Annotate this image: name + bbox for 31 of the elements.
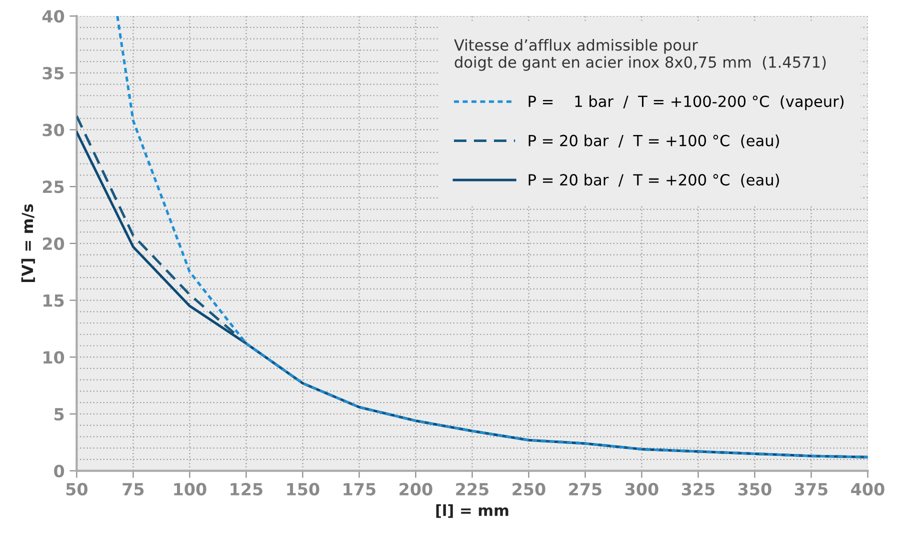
y-tick-label: 5	[54, 408, 64, 421]
x-tick-label: 50	[66, 482, 88, 496]
x-tick-label: 225	[456, 482, 488, 496]
x-tick-label: 300	[625, 482, 658, 496]
y-tick-label: 0	[54, 464, 64, 478]
legend-label: P = 1 bar / T = +100-200 °C (vapeur)	[528, 95, 844, 110]
y-tick-label: 35	[42, 66, 64, 80]
x-axis-title: [l] = mm	[436, 504, 508, 518]
y-tick-label: 30	[42, 124, 64, 136]
legend-label: P = 20 bar / T = +100 °C (eau)	[528, 134, 779, 148]
x-tick-label: 150	[287, 482, 320, 496]
x-tick-label: 100	[174, 482, 206, 496]
legend-label: P = 20 bar / T = +200 °C (eau)	[528, 174, 779, 188]
y-axis-title: [V] = m/s	[21, 204, 35, 282]
y-tick-label: 20	[42, 237, 64, 250]
x-tick-label: 250	[512, 482, 546, 496]
y-tick-label: 40	[42, 10, 64, 23]
x-tick-label: 400	[851, 482, 884, 496]
x-tick-label: 350	[738, 482, 772, 496]
x-tick-label: 275	[569, 482, 602, 496]
x-tick-label: 200	[400, 482, 432, 496]
y-tick-label: 25	[42, 180, 64, 194]
x-tick-label: 75	[122, 483, 144, 496]
y-tick-label: 15	[44, 294, 64, 307]
y-tick-label: 10	[44, 351, 64, 364]
x-tick-label: 175	[344, 483, 376, 496]
x-tick-label: 375	[794, 482, 828, 496]
x-tick-label: 125	[230, 482, 262, 496]
x-tick-label: 325	[682, 482, 714, 496]
line-series	[116, 16, 868, 458]
legend-title: Vitesse d’afflux admissible pour doigt de gant en acier inox 8x0,75 mm (1.4571)	[454, 38, 826, 71]
